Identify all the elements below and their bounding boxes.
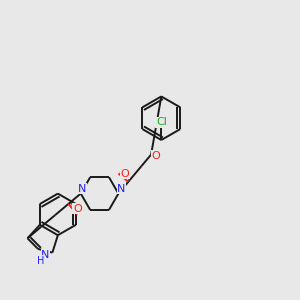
Text: N: N <box>78 184 86 194</box>
Text: Cl: Cl <box>156 117 167 127</box>
Text: O: O <box>152 151 161 160</box>
Text: O: O <box>73 204 82 214</box>
Text: O: O <box>121 169 129 178</box>
Text: N: N <box>117 184 126 194</box>
Text: N: N <box>41 250 50 260</box>
Text: H: H <box>37 256 44 266</box>
